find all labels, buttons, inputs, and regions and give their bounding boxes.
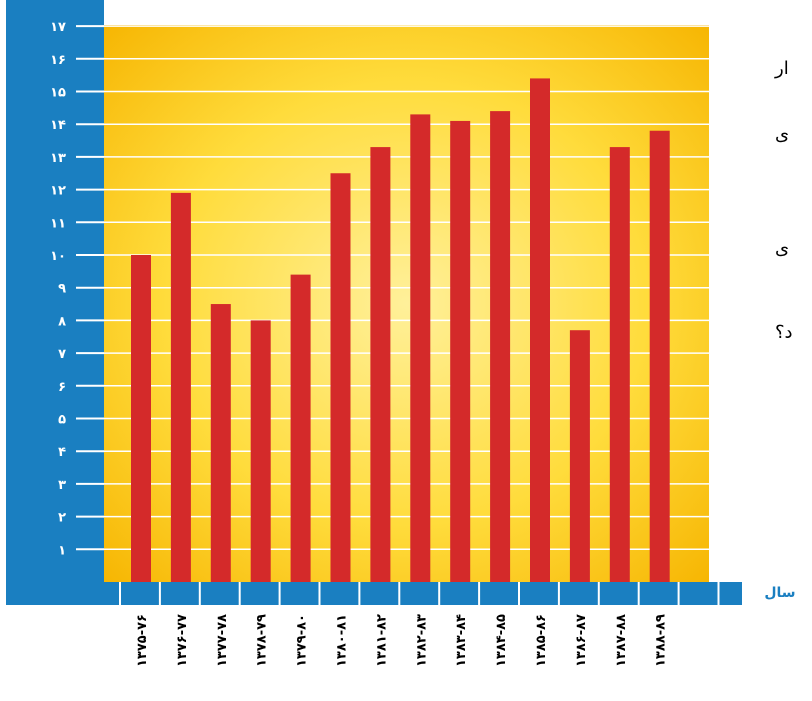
- plot-background: [104, 25, 709, 582]
- x-tick-label: ۱۳۸۲-۸۳: [414, 614, 429, 667]
- gridlines: [104, 25, 709, 551]
- x-tick-label: ۱۳۸۷-۸۸: [614, 614, 629, 667]
- y-tick-label: ۱۳: [50, 151, 66, 166]
- y-tick-label: ۹: [58, 282, 66, 297]
- bar: [250, 320, 271, 582]
- x-tick-label: ۱۳۸۴-۸۵: [494, 614, 509, 667]
- y-axis-panel: [6, 0, 104, 605]
- x-tick-label: ۱۳۷۵-۷۶: [135, 614, 150, 667]
- side-text-3: ی: [775, 238, 790, 259]
- y-tick-label: ۱۶: [50, 53, 66, 68]
- bar: [530, 78, 550, 583]
- y-tick-label: ۱۲: [50, 184, 66, 199]
- y-tick-label: ۴: [58, 445, 66, 460]
- bar: [569, 330, 590, 582]
- y-tick-label: ۷: [58, 347, 66, 362]
- y-tick-label: ۶: [58, 380, 66, 395]
- x-axis-panel: [104, 582, 742, 605]
- x-tick-label: ۱۳۸۳-۸۴: [454, 614, 469, 667]
- y-tick-label: ۱۱: [50, 216, 66, 231]
- bar: [210, 304, 231, 582]
- x-axis-dividers: [119, 582, 720, 605]
- x-tick-label: ۱۳۷۹-۸۰: [295, 614, 310, 667]
- bar: [290, 274, 311, 582]
- x-tick-label: ۱۳۷۶-۷۷: [175, 614, 190, 667]
- y-tick-label: ۲: [58, 511, 66, 526]
- bar: [490, 111, 511, 583]
- side-text-4: د؟: [775, 322, 793, 343]
- x-tick-label: ۱۳۸۱-۸۲: [374, 614, 389, 667]
- x-tick-label: ۱۳۸۵-۸۶: [534, 614, 549, 667]
- bar: [649, 130, 670, 583]
- bar: [410, 114, 431, 582]
- y-tick-label: ۳: [58, 478, 66, 493]
- side-text-2: ی: [775, 124, 790, 145]
- bar: [370, 147, 391, 582]
- y-tick-label: ۸: [58, 314, 66, 329]
- y-tick-label: ۱۵: [50, 86, 66, 101]
- x-tick-label: ۱۳۸۸-۸۹: [654, 614, 669, 667]
- bar: [609, 147, 630, 582]
- bar: [330, 173, 351, 582]
- x-tick-label: ۱۳۸۶-۸۷: [574, 614, 589, 667]
- x-tick-label: ۱۳۸۰-۸۱: [335, 614, 350, 667]
- x-tick-label: ۱۳۷۷-۷۸: [215, 614, 230, 667]
- y-tick-label: ۱۰: [50, 249, 66, 264]
- side-text-1: ار: [775, 58, 789, 79]
- x-axis-label: سال: [764, 585, 795, 601]
- bar: [170, 192, 191, 582]
- y-tick-label: ۱: [58, 543, 66, 558]
- bars: [131, 78, 670, 583]
- bar: [450, 120, 471, 583]
- bar: [131, 255, 151, 582]
- x-axis-ticks: ۱۳۷۵-۷۶ ۱۳۷۶-۷۷ ۱۳۷۷-۷۸ ۱۳۷۸-۷۹ ۱۳۷۹-۸۰ ۱۳۸۰-…: [135, 614, 669, 667]
- y-tick-label: ۵: [58, 413, 66, 428]
- y-tick-label: ۱۴: [50, 118, 66, 133]
- x-tick-label: ۱۳۷۸-۷۹: [255, 614, 270, 667]
- y-tick-label: ۱۷: [50, 20, 66, 35]
